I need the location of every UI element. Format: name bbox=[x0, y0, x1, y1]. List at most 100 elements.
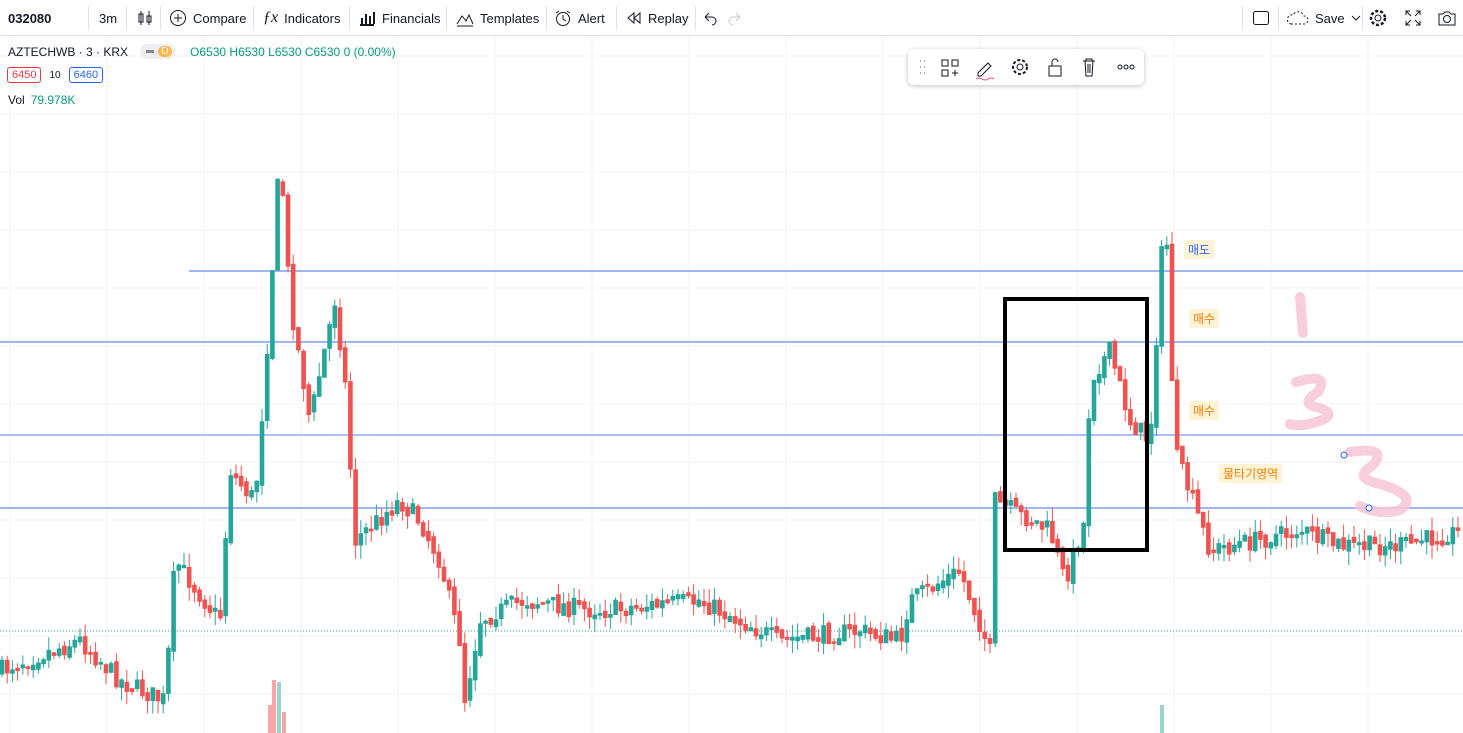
separator bbox=[160, 6, 161, 30]
brush-1 bbox=[1295, 292, 1308, 338]
plus-icon bbox=[170, 10, 186, 26]
bars-icon bbox=[360, 12, 375, 26]
change: 0 bbox=[343, 44, 351, 59]
compare-button[interactable]: Compare bbox=[169, 0, 246, 36]
compare-label: Compare bbox=[193, 10, 247, 26]
templates-label: Templates bbox=[480, 10, 540, 26]
alarm-icon bbox=[555, 10, 571, 26]
fullscreen-button[interactable] bbox=[1404, 0, 1422, 36]
redo-button[interactable] bbox=[727, 0, 743, 36]
rewind-icon bbox=[627, 11, 641, 25]
separator bbox=[546, 6, 547, 30]
top-toolbar: 032080 3m Compare ƒx Indicators Financial… bbox=[0, 0, 1463, 36]
templates-button[interactable]: Templates bbox=[456, 0, 539, 36]
brush-2 bbox=[1285, 373, 1334, 431]
bid[interactable]: 6450 bbox=[7, 67, 42, 83]
more-icon[interactable] bbox=[1117, 64, 1123, 70]
layout-button[interactable] bbox=[1252, 0, 1270, 36]
up-candles bbox=[0, 178, 1456, 714]
separator bbox=[1362, 6, 1363, 30]
separator bbox=[349, 6, 350, 30]
separator bbox=[253, 6, 254, 30]
camera-icon bbox=[1438, 11, 1456, 26]
fullscreen-icon bbox=[1405, 10, 1421, 26]
financials-label: Financials bbox=[382, 10, 441, 26]
indicators-button[interactable]: ƒx Indicators bbox=[263, 0, 340, 36]
fx-icon: ƒx bbox=[263, 9, 279, 26]
drawing-toolbar-icons bbox=[920, 58, 1135, 81]
volume-bar bbox=[282, 712, 286, 733]
anchor-point bbox=[1340, 451, 1348, 459]
annotation[interactable]: 매수 bbox=[1189, 401, 1220, 420]
pill-dash bbox=[146, 50, 155, 53]
screenshot-button[interactable] bbox=[1437, 0, 1457, 36]
replay-label: Replay bbox=[648, 10, 689, 26]
candle-icon bbox=[138, 11, 152, 25]
ohlc: O6530 H6530 L6530 C6530 0 (0.00%) bbox=[190, 45, 396, 59]
alert-label: Alert bbox=[578, 10, 605, 26]
badge: D bbox=[158, 46, 173, 57]
settings-button[interactable] bbox=[1368, 0, 1388, 36]
trash-icon[interactable] bbox=[1083, 58, 1095, 77]
lock-icon[interactable] bbox=[1048, 58, 1062, 77]
symbol-title: AZTECHWB · 3 · KRX bbox=[8, 44, 129, 59]
annotation[interactable]: 매수 bbox=[1189, 309, 1220, 328]
gear-icon bbox=[1369, 9, 1387, 27]
separator bbox=[446, 6, 447, 30]
separator bbox=[126, 6, 127, 30]
indicators-label: Indicators bbox=[284, 10, 341, 26]
alert-button[interactable]: Alert bbox=[554, 0, 605, 36]
highlight-box bbox=[1003, 297, 1149, 552]
save-label: Save bbox=[1315, 10, 1345, 26]
volume-value: 79.978K bbox=[30, 93, 76, 107]
square-icon bbox=[1253, 11, 1269, 25]
undo-button[interactable] bbox=[702, 0, 718, 36]
pen-icon[interactable] bbox=[977, 62, 992, 77]
brush-3 bbox=[1345, 445, 1412, 518]
annotation[interactable]: 매도 bbox=[1184, 240, 1215, 259]
anchor-point bbox=[1365, 504, 1373, 512]
cloud-icon bbox=[1286, 11, 1309, 25]
volume-bar bbox=[268, 705, 272, 733]
template-icon[interactable] bbox=[941, 59, 959, 77]
undo-icon bbox=[704, 12, 717, 26]
separator bbox=[616, 6, 617, 30]
ohlc-value: 6530 bbox=[238, 44, 265, 59]
drawing-toolbar bbox=[908, 49, 1144, 85]
ohlc-value: 6530 bbox=[313, 44, 341, 59]
spread: 10 bbox=[49, 69, 61, 81]
volume-label: Vol bbox=[8, 93, 25, 107]
ohlc-value: 6530 bbox=[199, 44, 227, 59]
ohlc-label: C bbox=[304, 44, 314, 59]
ohlc-label: H bbox=[229, 44, 239, 59]
gear-icon[interactable] bbox=[1016, 63, 1024, 71]
pen-color bbox=[975, 77, 995, 81]
chart-canvas[interactable] bbox=[0, 36, 1463, 733]
interval[interactable]: 3m bbox=[99, 10, 118, 26]
redo-icon bbox=[728, 12, 741, 26]
volume-row: Vol 79.978K bbox=[8, 93, 75, 107]
annotation[interactable]: 물타기영역 bbox=[1219, 464, 1283, 483]
status-pill: D bbox=[140, 44, 177, 59]
volume-bar bbox=[272, 680, 276, 733]
templates-icon bbox=[456, 13, 474, 27]
ohlc-value: 6530 bbox=[274, 44, 302, 59]
ask[interactable]: 6460 bbox=[68, 67, 104, 83]
legend-row: AZTECHWB · 3 · KRX D O6530 H6530 L6530 C… bbox=[8, 44, 396, 59]
separator bbox=[1242, 6, 1243, 30]
change-pct: (0.00%) bbox=[353, 44, 396, 59]
quote-row: 6450 10 6460 bbox=[7, 67, 104, 83]
save-button[interactable]: Save bbox=[1285, 0, 1361, 36]
separator bbox=[695, 6, 696, 30]
ohlc-label: L bbox=[268, 44, 275, 59]
replay-button[interactable]: Replay bbox=[626, 0, 688, 36]
financials-button[interactable]: Financials bbox=[358, 0, 441, 36]
symbol[interactable]: 032080 bbox=[8, 10, 52, 26]
volume-bar bbox=[1160, 705, 1164, 733]
drag-handle[interactable] bbox=[920, 60, 925, 74]
separator bbox=[88, 6, 89, 30]
separator bbox=[1278, 6, 1279, 30]
chart-style[interactable] bbox=[137, 0, 153, 36]
volume-bar bbox=[277, 682, 281, 733]
